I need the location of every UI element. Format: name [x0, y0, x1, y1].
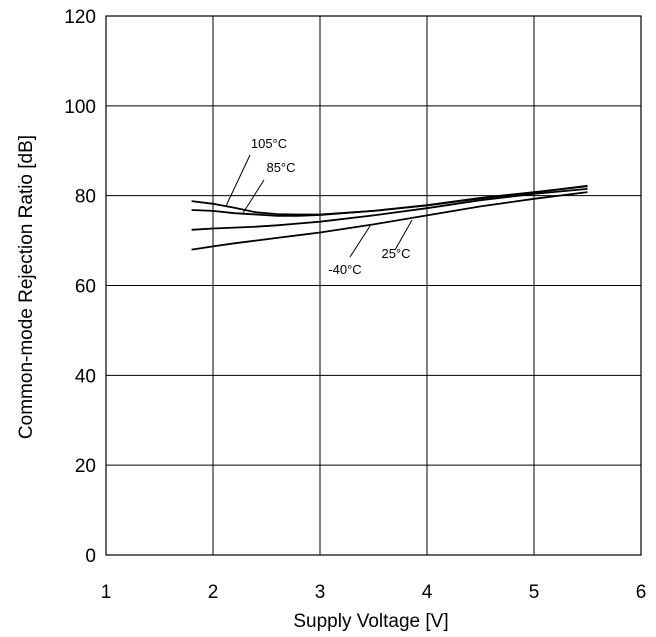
y-tick-label: 60 — [75, 277, 96, 298]
y-tick-label: 80 — [75, 187, 96, 208]
annotation-label: -40°C — [328, 262, 361, 277]
series-line--40c — [191, 191, 588, 251]
annotation-label: 85°C — [266, 160, 295, 175]
x-tick-labels: 1 2 3 4 5 6 — [101, 582, 647, 603]
x-tick-label: 5 — [529, 582, 540, 603]
series-group — [191, 184, 588, 251]
y-tick-labels: 0 20 40 60 80 100 120 — [64, 7, 96, 567]
annotation-leader — [242, 179, 265, 214]
x-tick-label: 2 — [208, 582, 219, 603]
x-axis-label: Supply Voltage [V] — [293, 611, 448, 632]
annotation-leader — [394, 219, 413, 251]
x-tick-label: 4 — [422, 582, 433, 603]
y-tick-label: 100 — [64, 97, 96, 118]
series-line-25c — [191, 188, 588, 231]
y-axis-label: Common-mode Rejection Ratio [dB] — [16, 135, 37, 439]
annotations-group: 105°C 85°C 25°C -40°C — [225, 136, 413, 277]
y-tick-label: 40 — [75, 366, 96, 387]
y-tick-label: 120 — [64, 7, 96, 28]
grid — [105, 15, 642, 556]
x-tick-label: 3 — [315, 582, 326, 603]
x-tick-label: 1 — [101, 582, 112, 603]
y-tick-label: 0 — [85, 546, 96, 567]
y-tick-label: 20 — [75, 456, 96, 477]
annotation-label: 25°C — [381, 246, 410, 261]
plot-frame — [105, 15, 642, 556]
series-line-85c — [191, 185, 588, 217]
annotation-leader — [349, 225, 371, 258]
annotation-leader — [225, 154, 251, 207]
x-tick-label: 6 — [636, 582, 647, 603]
annotation-label: 105°C — [251, 136, 287, 151]
